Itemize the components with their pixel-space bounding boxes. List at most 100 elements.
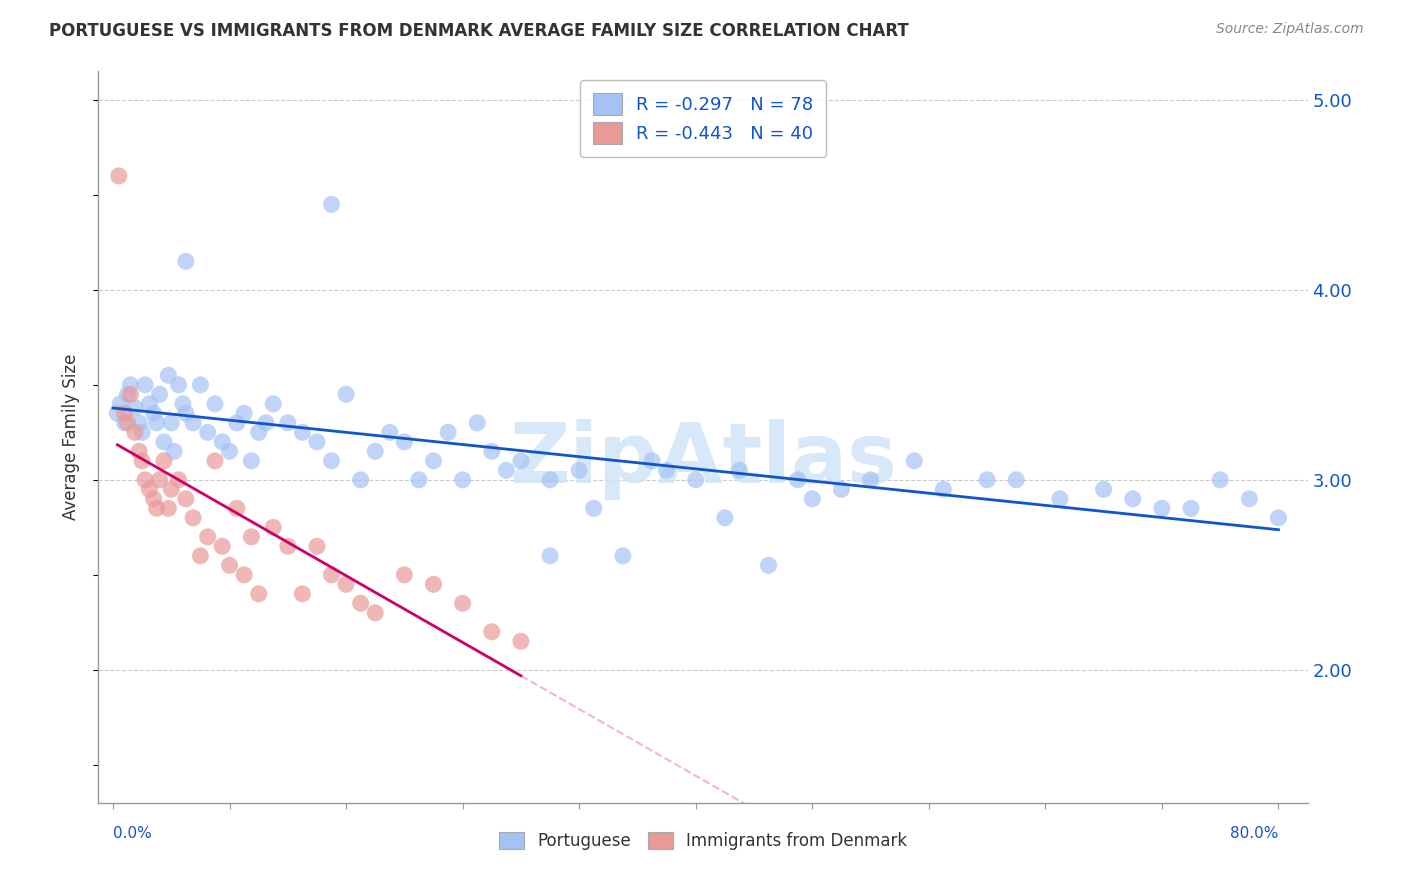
Point <box>641 454 664 468</box>
Point <box>1150 501 1173 516</box>
Point <box>655 463 678 477</box>
Point <box>538 549 561 563</box>
Point <box>149 473 172 487</box>
Point <box>124 425 146 440</box>
Point <box>685 473 707 487</box>
Point <box>190 549 212 563</box>
Point <box>932 483 955 497</box>
Point <box>786 473 808 487</box>
Point <box>181 511 204 525</box>
Point <box>321 197 343 211</box>
Point <box>218 444 240 458</box>
Point <box>247 425 270 440</box>
Point <box>321 454 343 468</box>
Point <box>903 454 925 468</box>
Point <box>495 463 517 477</box>
Text: ZipAtlas: ZipAtlas <box>509 418 897 500</box>
Point <box>350 596 373 610</box>
Point <box>277 416 299 430</box>
Point <box>364 444 387 458</box>
Point <box>568 463 591 477</box>
Text: PORTUGUESE VS IMMIGRANTS FROM DENMARK AVERAGE FAMILY SIZE CORRELATION CHART: PORTUGUESE VS IMMIGRANTS FROM DENMARK AV… <box>49 22 908 40</box>
Point <box>801 491 824 506</box>
Text: 0.0%: 0.0% <box>112 826 152 840</box>
Text: Source: ZipAtlas.com: Source: ZipAtlas.com <box>1216 22 1364 37</box>
Point <box>211 539 233 553</box>
Point <box>117 387 139 401</box>
Point <box>131 454 153 468</box>
Point <box>157 501 180 516</box>
Point <box>105 406 128 420</box>
Point <box>120 377 142 392</box>
Point <box>190 377 212 392</box>
Point <box>714 511 737 525</box>
Point <box>149 387 172 401</box>
Point <box>305 434 328 449</box>
Point <box>728 463 751 477</box>
Point <box>172 397 194 411</box>
Point <box>128 444 150 458</box>
Point <box>174 406 197 420</box>
Point <box>247 587 270 601</box>
Point <box>197 425 219 440</box>
Point <box>1239 491 1261 506</box>
Point <box>145 416 167 430</box>
Point <box>612 549 634 563</box>
Point <box>277 539 299 553</box>
Point <box>1180 501 1202 516</box>
Point <box>157 368 180 383</box>
Point <box>1267 511 1289 525</box>
Point <box>138 483 160 497</box>
Point <box>335 387 357 401</box>
Point <box>174 254 197 268</box>
Point <box>128 416 150 430</box>
Point <box>120 387 142 401</box>
Point <box>451 473 474 487</box>
Point <box>1049 491 1071 506</box>
Point <box>110 397 132 411</box>
Point <box>408 473 430 487</box>
Point <box>291 587 314 601</box>
Text: 80.0%: 80.0% <box>1230 826 1278 840</box>
Point <box>335 577 357 591</box>
Legend: R = -0.297   N = 78, R = -0.443   N = 40: R = -0.297 N = 78, R = -0.443 N = 40 <box>581 80 825 157</box>
Point <box>481 624 503 639</box>
Point <box>976 473 998 487</box>
Point <box>378 425 401 440</box>
Point <box>211 434 233 449</box>
Point <box>117 416 139 430</box>
Point <box>138 397 160 411</box>
Point <box>1122 491 1144 506</box>
Point <box>174 491 197 506</box>
Point <box>233 567 256 582</box>
Point <box>321 567 343 582</box>
Point <box>225 416 247 430</box>
Point <box>108 169 131 183</box>
Point <box>225 501 247 516</box>
Point <box>153 454 176 468</box>
Point <box>437 425 460 440</box>
Point <box>364 606 387 620</box>
Point <box>394 567 416 582</box>
Point <box>394 434 416 449</box>
Point <box>830 483 852 497</box>
Point <box>197 530 219 544</box>
Point <box>422 577 444 591</box>
Point <box>262 397 284 411</box>
Y-axis label: Average Family Size: Average Family Size <box>62 354 80 520</box>
Point <box>451 596 474 610</box>
Point <box>254 416 277 430</box>
Point <box>142 406 165 420</box>
Point <box>240 454 263 468</box>
Point <box>153 434 176 449</box>
Point <box>233 406 256 420</box>
Point <box>134 377 156 392</box>
Point <box>114 416 136 430</box>
Point <box>145 501 167 516</box>
Point <box>758 558 780 573</box>
Point <box>305 539 328 553</box>
Point <box>509 454 531 468</box>
Point <box>218 558 240 573</box>
Point <box>167 473 190 487</box>
Point <box>131 425 153 440</box>
